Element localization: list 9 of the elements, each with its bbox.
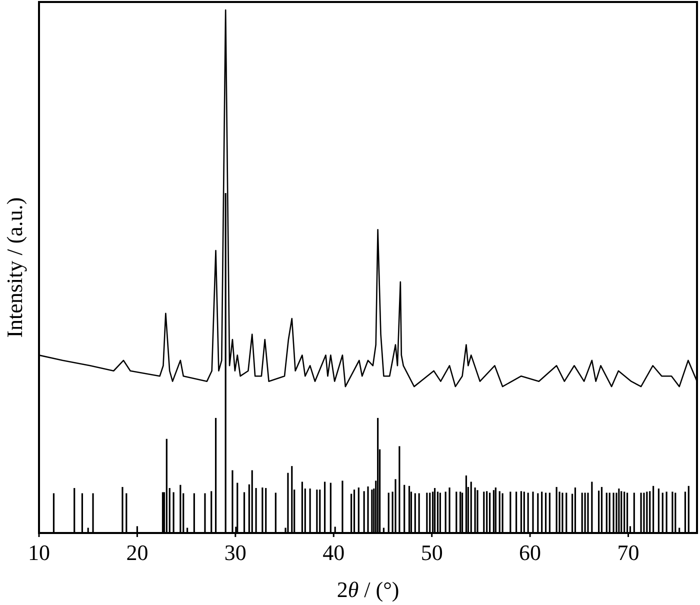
x-axis-title: 2θ / (°) — [336, 577, 400, 602]
x-tick-label: 10 — [28, 540, 50, 565]
x-tick-label: 60 — [519, 540, 542, 565]
x-tick-label: 20 — [126, 540, 148, 565]
x-tick-label: 70 — [617, 540, 640, 565]
y-axis-title: Intensity / (a.u.) — [2, 197, 27, 338]
x-tick-label: 40 — [322, 540, 345, 565]
x-tick-label: 50 — [420, 540, 443, 565]
x-tick-label: 30 — [224, 540, 246, 565]
